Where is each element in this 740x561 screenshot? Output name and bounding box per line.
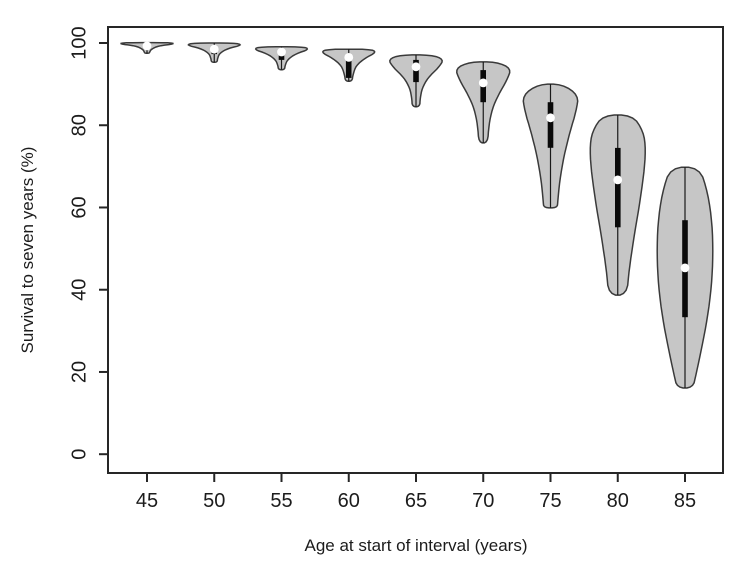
violin-age-70 (456, 61, 511, 144)
violin-age-60 (321, 48, 376, 82)
plot-area: 0 20 40 60 80 100 45 50 55 60 65 70 75 80 85 (68, 26, 724, 512)
x-tick-label: 45 (136, 490, 158, 512)
median-dot (546, 113, 555, 123)
x-axis-title: Age at start of interval (years) (305, 536, 528, 555)
median-dot (680, 263, 690, 273)
y-tick-label: 100 (68, 26, 90, 59)
violin-age-65 (389, 54, 443, 108)
median-dot (613, 175, 623, 185)
violin-age-80 (589, 114, 646, 296)
median-dot (344, 53, 354, 62)
violin-age-50 (187, 42, 242, 64)
violin-age-55 (254, 45, 309, 71)
x-tick-label: 85 (674, 490, 696, 512)
iqr-bar (615, 147, 621, 228)
x-tick-label: 50 (203, 490, 225, 512)
violin-age-75 (522, 83, 579, 209)
median-dot (478, 78, 488, 88)
y-axis-title: Survival to seven years (%) (18, 147, 37, 354)
y-tick-label: 80 (68, 114, 90, 136)
y-tick-label: 40 (68, 279, 90, 301)
x-tick-label: 75 (539, 490, 561, 512)
median-dot (209, 44, 219, 54)
iqr-bar (345, 55, 352, 78)
x-tick-label: 60 (338, 490, 360, 512)
median-dot (277, 47, 286, 57)
y-tick-label: 20 (68, 361, 90, 383)
iqr-bar (547, 102, 554, 148)
median-dot (142, 41, 152, 51)
x-tick-label: 70 (472, 490, 494, 512)
x-tick-label: 65 (405, 490, 427, 512)
x-tick-label: 55 (270, 490, 292, 512)
median-dot (411, 62, 421, 72)
violin-age-85 (656, 166, 714, 389)
violin-age-45 (120, 41, 174, 55)
y-tick-label: 60 (68, 196, 90, 218)
y-tick-label: 0 (68, 449, 90, 460)
x-tick-label: 80 (607, 490, 629, 512)
